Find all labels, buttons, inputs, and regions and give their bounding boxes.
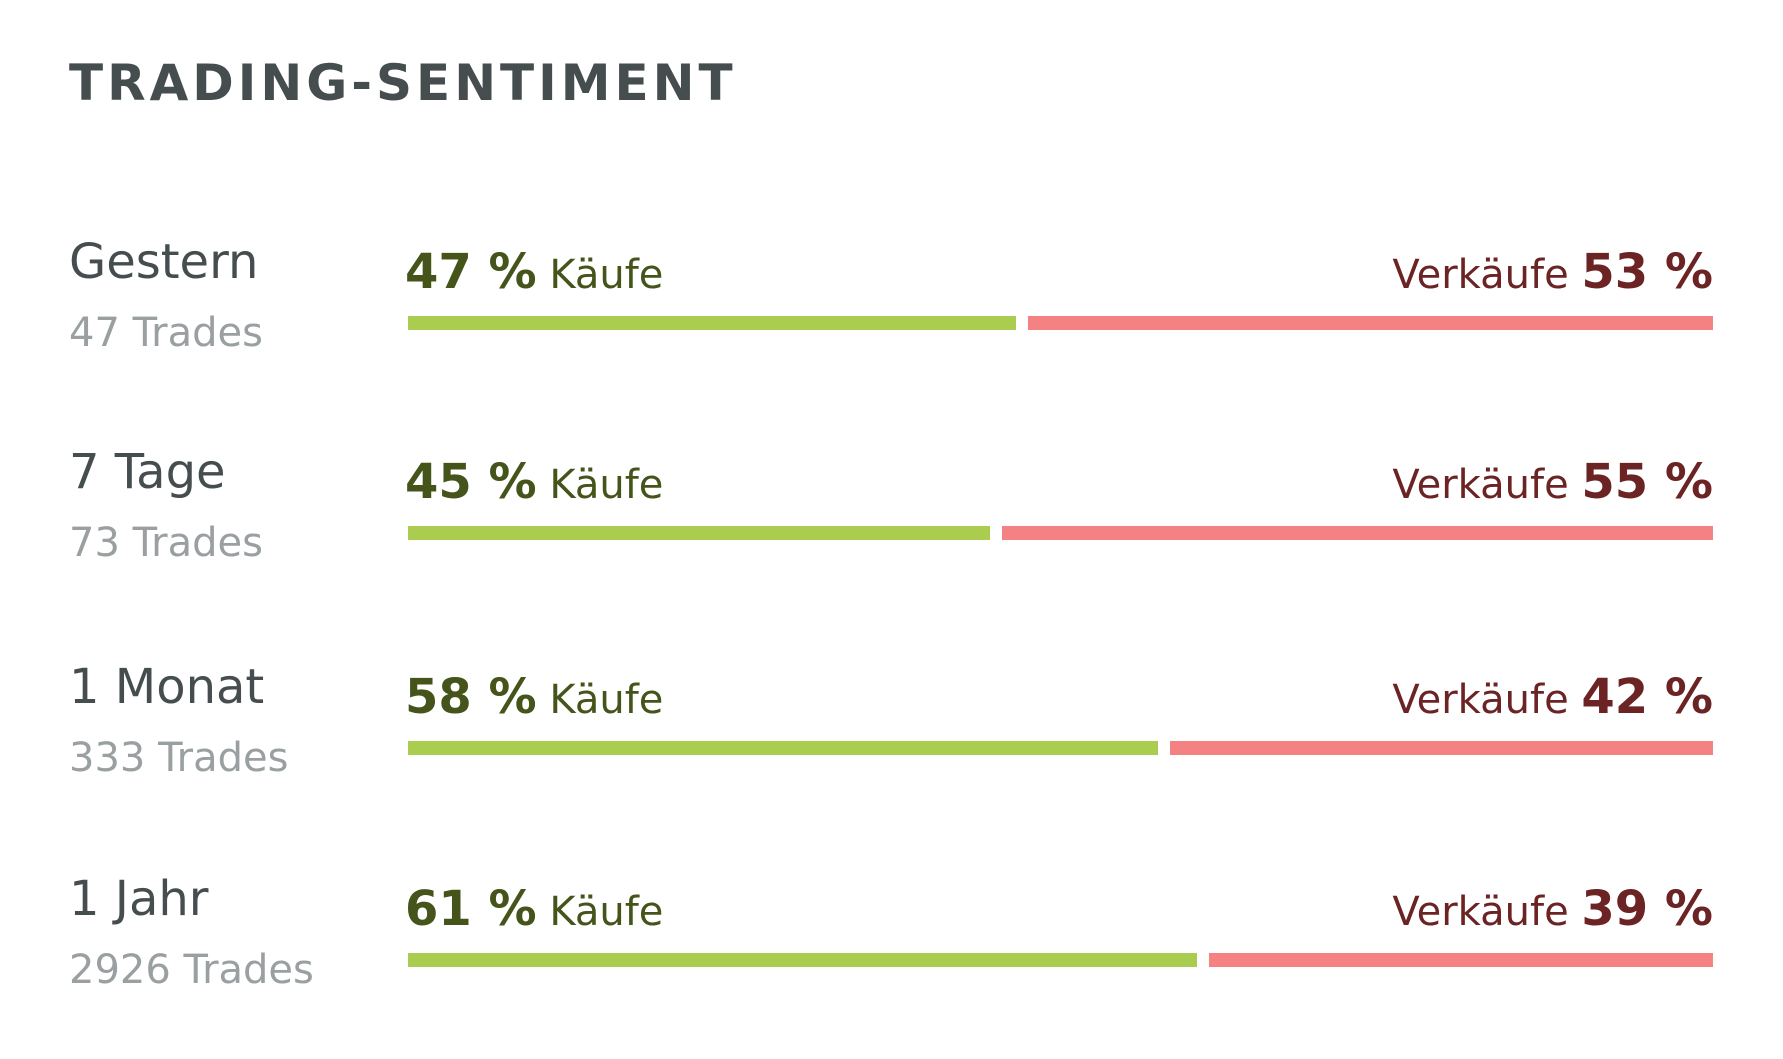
sell-bar: [1002, 526, 1713, 540]
sentiment-bar: [408, 526, 1713, 540]
sell-bar: [1209, 953, 1713, 967]
period-label: 1 Jahr: [69, 871, 209, 927]
sell-label: Verkäufe 53 %: [1392, 248, 1713, 296]
buy-text: Käufe: [549, 462, 664, 508]
buy-label: 47 % Käufe: [405, 248, 663, 296]
sentiment-row-1-year: 1 Jahr 2926 Trades 61 % Käufe Verkäufe 3…: [0, 875, 1783, 1055]
buy-label: 45 % Käufe: [405, 458, 663, 506]
buy-text: Käufe: [549, 677, 664, 723]
buy-percent: 61 %: [405, 881, 537, 937]
period-label: Gestern: [69, 234, 259, 290]
period-label: 1 Monat: [69, 659, 265, 715]
sell-text: Verkäufe: [1392, 462, 1569, 508]
sell-percent: 53 %: [1581, 244, 1713, 300]
buy-label: 58 % Käufe: [405, 673, 663, 721]
buy-bar: [408, 526, 990, 540]
sell-percent: 42 %: [1581, 669, 1713, 725]
sell-bar: [1028, 316, 1713, 330]
sentiment-row-7-days: 7 Tage 73 Trades 45 % Käufe Verkäufe 55 …: [0, 448, 1783, 628]
sell-text: Verkäufe: [1392, 252, 1569, 298]
trade-count: 73 Trades: [69, 520, 263, 566]
sell-percent: 39 %: [1581, 881, 1713, 937]
sentiment-row-yesterday: Gestern 47 Trades 47 % Käufe Verkäufe 53…: [0, 238, 1783, 418]
sentiment-row-1-month: 1 Monat 333 Trades 58 % Käufe Verkäufe 4…: [0, 663, 1783, 843]
sentiment-bar: [408, 316, 1713, 330]
buy-percent: 58 %: [405, 669, 537, 725]
period-label: 7 Tage: [69, 444, 226, 500]
buy-bar: [408, 316, 1016, 330]
sell-label: Verkäufe 39 %: [1392, 885, 1713, 933]
sentiment-bar: [408, 953, 1713, 967]
buy-percent: 45 %: [405, 454, 537, 510]
buy-text: Käufe: [549, 889, 664, 935]
sell-label: Verkäufe 42 %: [1392, 673, 1713, 721]
trade-count: 333 Trades: [69, 735, 289, 781]
sentiment-bar: [408, 741, 1713, 755]
buy-percent: 47 %: [405, 244, 537, 300]
sell-bar: [1170, 741, 1713, 755]
widget-title: TRADING-SENTIMENT: [69, 54, 737, 112]
sell-percent: 55 %: [1581, 454, 1713, 510]
buy-label: 61 % Käufe: [405, 885, 663, 933]
buy-text: Käufe: [549, 252, 664, 298]
buy-bar: [408, 953, 1197, 967]
buy-bar: [408, 741, 1158, 755]
trade-count: 47 Trades: [69, 310, 263, 356]
trade-count: 2926 Trades: [69, 947, 314, 993]
sell-text: Verkäufe: [1392, 677, 1569, 723]
sell-label: Verkäufe 55 %: [1392, 458, 1713, 506]
sell-text: Verkäufe: [1392, 889, 1569, 935]
